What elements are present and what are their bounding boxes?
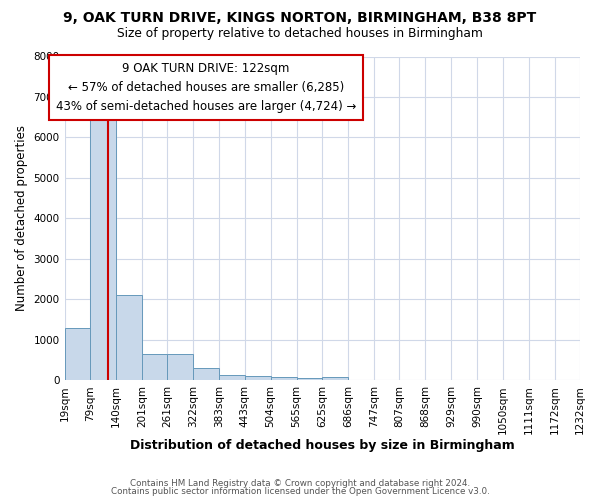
Bar xyxy=(142,354,167,380)
Text: Contains public sector information licensed under the Open Government Licence v3: Contains public sector information licen… xyxy=(110,488,490,496)
Bar xyxy=(167,354,193,380)
X-axis label: Distribution of detached houses by size in Birmingham: Distribution of detached houses by size … xyxy=(130,440,515,452)
Bar xyxy=(245,376,271,380)
Text: Size of property relative to detached houses in Birmingham: Size of property relative to detached ho… xyxy=(117,28,483,40)
Bar xyxy=(219,375,245,380)
Text: 9 OAK TURN DRIVE: 122sqm
← 57% of detached houses are smaller (6,285)
43% of sem: 9 OAK TURN DRIVE: 122sqm ← 57% of detach… xyxy=(56,62,356,113)
Bar xyxy=(322,378,348,380)
Y-axis label: Number of detached properties: Number of detached properties xyxy=(15,126,28,312)
Bar xyxy=(90,113,116,380)
Text: 9, OAK TURN DRIVE, KINGS NORTON, BIRMINGHAM, B38 8PT: 9, OAK TURN DRIVE, KINGS NORTON, BIRMING… xyxy=(64,11,536,25)
Bar xyxy=(116,296,142,380)
Bar xyxy=(296,378,322,380)
Bar xyxy=(271,378,296,380)
Bar xyxy=(65,328,90,380)
Text: Contains HM Land Registry data © Crown copyright and database right 2024.: Contains HM Land Registry data © Crown c… xyxy=(130,478,470,488)
Bar xyxy=(193,368,219,380)
